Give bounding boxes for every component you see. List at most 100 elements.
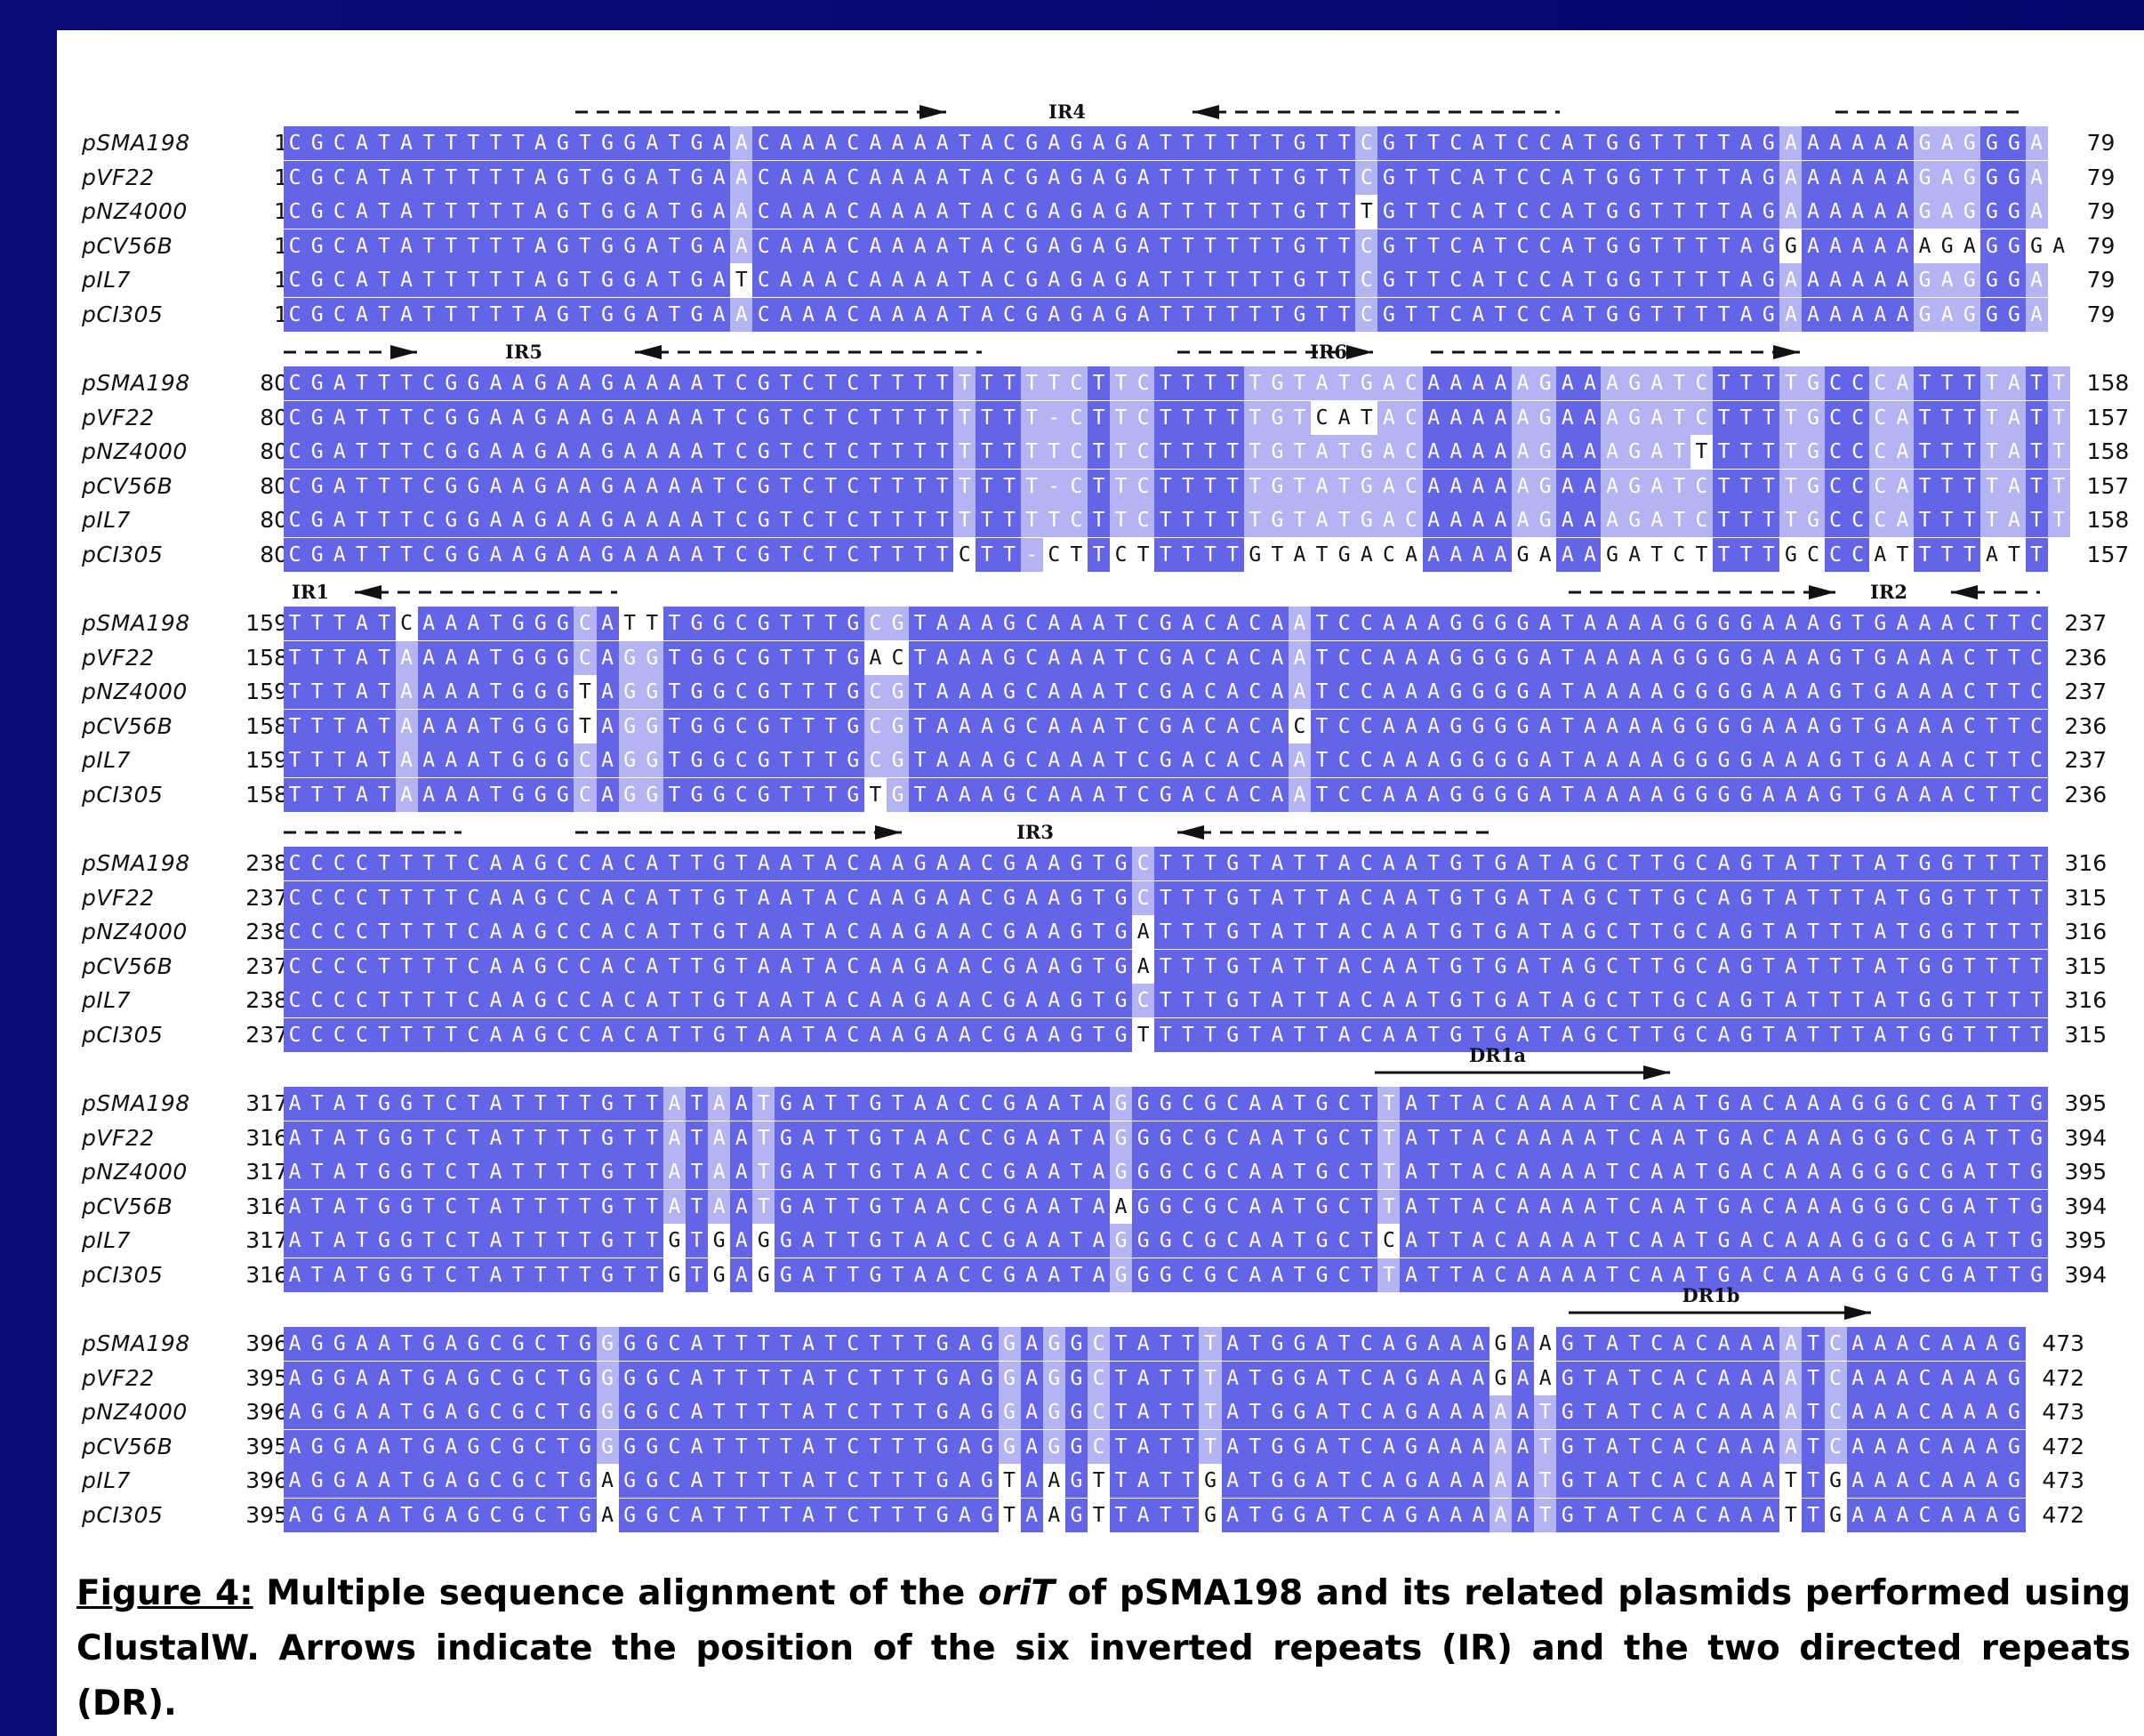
alignment-row: pSMA198 1 C G C A T A T T T T T A G T G G A T G A A C A A A C A A A A T A… xyxy=(57,126,2144,160)
end-position: 236 xyxy=(2064,781,2108,808)
start-position: 238 xyxy=(245,850,288,876)
sequence-name: pVF22 xyxy=(82,404,155,430)
alignment-row: pCI305 158 T T T A T A A A A T G G G C A G G T G G C G T T T G T G T A A… xyxy=(57,777,2144,812)
alignment-row: pCI305 237 C C C C T T T T C A A G C C A C A T T G T A A T A C A A G A A… xyxy=(57,1017,2144,1052)
alignment-row: pCV56B 316 A T A T G G T C T A T T T T G T T A T A A T G A T T G T A A C… xyxy=(57,1189,2144,1224)
sequence-name: pNZ4000 xyxy=(82,1159,188,1185)
start-position: 316 xyxy=(245,1193,288,1219)
repeat-label: IR4 xyxy=(1048,100,1086,123)
end-position: 473 xyxy=(2042,1330,2085,1356)
alignment-row: pCV56B 395 A G G A A T G A G C G C T G G G G C A T T T T A T C T T T G A… xyxy=(57,1429,2144,1464)
start-position: 80 xyxy=(260,438,288,464)
sequence-name: pCV56B xyxy=(82,232,173,259)
sequence-name: pIL7 xyxy=(82,747,132,773)
sequence-name: pCI305 xyxy=(82,781,164,808)
end-position: 79 xyxy=(2086,164,2116,190)
alignment-row: pCI305 395 A G G A A T G A G C G C T G A G G C A T T T T A T C T T T G A… xyxy=(57,1498,2144,1532)
end-position: 237 xyxy=(2064,679,2108,704)
sequence-name: pCV56B xyxy=(82,952,173,979)
sequence-name: pSMA198 xyxy=(82,1090,190,1116)
sequence-name: pIL7 xyxy=(82,267,132,293)
end-position: 473 xyxy=(2042,1467,2085,1493)
sequence-name: pIL7 xyxy=(82,507,132,533)
sequence-name: pVF22 xyxy=(82,884,155,911)
end-position: 79 xyxy=(2086,301,2116,327)
start-position: 159 xyxy=(245,679,288,704)
arrowhead-right-icon xyxy=(1643,1065,1670,1080)
end-position: 395 xyxy=(2064,1227,2108,1253)
alignment-row: pIL7 80 C G A T T T C G G A A G A A G A A A A T C G T C T C T T T T T T T T… xyxy=(57,503,2144,537)
arrowhead-left-icon xyxy=(1192,105,1219,119)
alignment-row: pCV56B 80 C G A T T T C G G A A G A A G A A A A T C G T C T C T T T T T T… xyxy=(57,469,2144,503)
end-position: 316 xyxy=(2064,987,2108,1013)
alignment-row: pIL7 159 T T T A T A A A A T G G G C A G G T G G C G T T T G C G T A A A G… xyxy=(57,743,2144,777)
sequence-name: pCV56B xyxy=(82,712,173,739)
end-position: 79 xyxy=(2086,130,2116,156)
sequence-name: pCI305 xyxy=(82,1021,164,1048)
arrowhead-right-icon xyxy=(875,825,902,840)
alignment-row: pVF22 158 T T T A T A A A A T G G G C A G G T G G C G T T T G A C T A A A… xyxy=(57,640,2144,675)
sequence-name: pCV56B xyxy=(82,1193,173,1219)
end-position: 472 xyxy=(2042,1364,2085,1391)
caption-italic: oriT xyxy=(977,1573,1055,1613)
sequence-name: pNZ4000 xyxy=(82,919,188,944)
end-position: 315 xyxy=(2064,952,2108,979)
alignment-row: pCI305 1 C G C A T A T T T T T A G T G G A T G A A C A A A C A A A A T A C… xyxy=(57,297,2144,332)
alignment-row: pVF22 316 A T A T G G T C T A T T T T G T T A T A A T G A T T G T A A C C… xyxy=(57,1121,2144,1155)
sequence-name: pCI305 xyxy=(82,541,164,567)
start-position: 237 xyxy=(245,1021,288,1048)
start-position: 396 xyxy=(245,1467,288,1493)
arrowhead-right-icon xyxy=(1844,1306,1871,1320)
alignment-row: pCV56B 1 C G C A T A T T T T T A G T G G A T G A A C A A A C A A A A T A C… xyxy=(57,229,2144,263)
alignment-row: pNZ4000 80 C G A T T T C G G A A G A A G A A A A T C G T C T C T T T T T… xyxy=(57,435,2144,469)
end-position: 236 xyxy=(2064,712,2108,739)
alignment-row: pCI305 80 C G A T T T C G G A A G A A G A A A A T C G T C T C T T T T C T… xyxy=(57,537,2144,572)
start-position: 395 xyxy=(245,1364,288,1391)
start-position: 395 xyxy=(245,1433,288,1459)
arrowhead-left-icon xyxy=(1177,825,1204,840)
end-position: 472 xyxy=(2042,1501,2085,1528)
arrowhead-left-icon xyxy=(1951,585,1978,599)
alignment-row: pCI305 316 A T A T G G T C T A T T T T G T T G T G A G G A T T G T A A C… xyxy=(57,1258,2144,1292)
sequence-name: pVF22 xyxy=(82,1124,155,1151)
start-position: 395 xyxy=(245,1501,288,1528)
start-position: 396 xyxy=(245,1330,288,1356)
alignment-row: pNZ4000 159 T T T A T A A A A T G G G T A G G T G G C G T T T G C G T A… xyxy=(57,675,2144,709)
caption-text-1: Multiple sequence alignment of the xyxy=(253,1573,978,1613)
sequence-name: pSMA198 xyxy=(82,130,190,156)
end-position: 79 xyxy=(2086,198,2116,224)
sequence-name: pVF22 xyxy=(82,164,155,190)
alignment-row: pSMA198 396 A G G A A T G A G C G C T G G G G C A T T T T A T C T T T G… xyxy=(57,1327,2144,1361)
figure-label: Figure 4: xyxy=(76,1573,253,1613)
end-position: 157 xyxy=(2086,404,2130,430)
end-position: 394 xyxy=(2064,1261,2108,1288)
end-position: 158 xyxy=(2086,370,2130,396)
sequence-name: pCI305 xyxy=(82,1261,164,1288)
start-position: 316 xyxy=(245,1124,288,1151)
start-position: 80 xyxy=(260,370,288,396)
repeat-label: DR1a xyxy=(1469,1044,1526,1066)
end-position: 394 xyxy=(2064,1124,2108,1151)
alignment-row: pIL7 238 C C C C T T T T C A A G C C A C A T T G T A A T A C A A G A A C G… xyxy=(57,984,2144,1017)
arrowhead-right-icon xyxy=(1773,345,1800,359)
sequence-name: pIL7 xyxy=(82,987,132,1013)
